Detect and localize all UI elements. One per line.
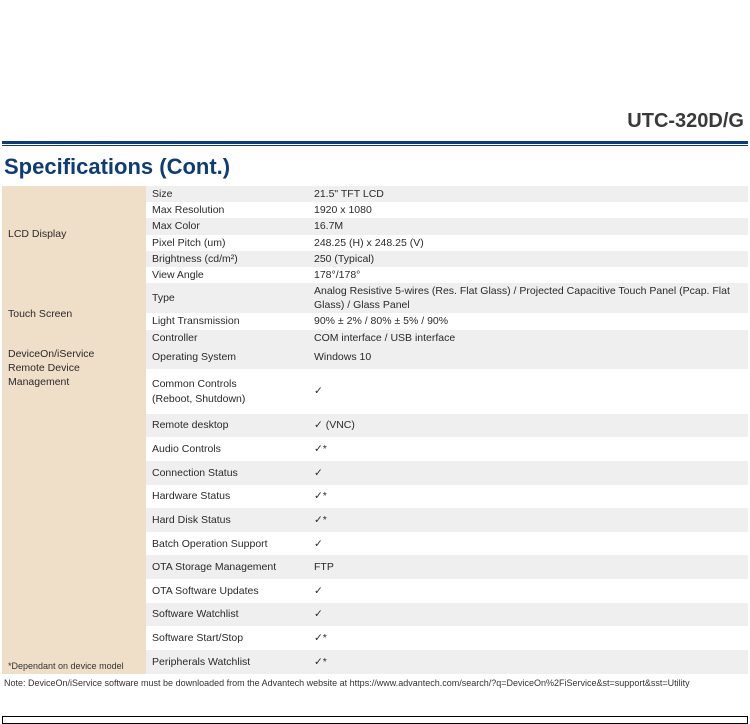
category-cell: LCD Display <box>2 186 146 283</box>
table-row: DeviceOn/iServiceRemote Device Managemen… <box>2 346 748 370</box>
label-cell: Operating System <box>146 346 308 370</box>
label-cell: Audio Controls <box>146 437 308 461</box>
label-cell: Size <box>146 186 308 202</box>
label-cell: Peripherals Watchlist <box>146 650 308 674</box>
value-cell: Windows 10 <box>308 346 748 370</box>
value-cell: ✓ <box>308 369 748 413</box>
value-cell: 248.25 (H) x 248.25 (V) <box>308 235 748 251</box>
value-cell: ✓ (VNC) <box>308 414 748 438</box>
note-text: Note: DeviceOn/iService software must be… <box>4 678 746 688</box>
category-footnote: *Dependant on device model <box>8 661 124 671</box>
value-cell: 1920 x 1080 <box>308 202 748 218</box>
label-cell: Hard Disk Status <box>146 508 308 532</box>
model-title: UTC-320D/G <box>627 110 744 132</box>
label-cell: Software Watchlist <box>146 603 308 627</box>
category-cell: Touch Screen <box>2 283 146 346</box>
value-cell: COM interface / USB interface <box>308 330 748 346</box>
label-cell: Brightness (cd/m²) <box>146 251 308 267</box>
value-cell: 21.5" TFT LCD <box>308 186 748 202</box>
label-cell: Batch Operation Support <box>146 532 308 556</box>
value-cell: ✓ <box>308 461 748 485</box>
value-cell: ✓* <box>308 650 748 674</box>
value-cell: ✓* <box>308 437 748 461</box>
label-cell: Max Color <box>146 218 308 234</box>
value-cell: ✓* <box>308 508 748 532</box>
value-cell: FTP <box>308 555 748 579</box>
label-cell: Software Start/Stop <box>146 626 308 650</box>
label-cell: Hardware Status <box>146 485 308 509</box>
label-cell: Remote desktop <box>146 414 308 438</box>
section-title: Specifications (Cont.) <box>0 146 750 186</box>
value-cell: ✓ <box>308 532 748 556</box>
label-cell: Controller <box>146 330 308 346</box>
label-cell: Pixel Pitch (um) <box>146 235 308 251</box>
label-cell: OTA Storage Management <box>146 555 308 579</box>
label-cell: Common Controls(Reboot, Shutdown) <box>146 369 308 413</box>
bottom-box <box>2 716 748 724</box>
value-cell: Analog Resistive 5-wires (Res. Flat Glas… <box>308 283 748 313</box>
label-cell: Light Transmission <box>146 313 308 329</box>
label-cell: Connection Status <box>146 461 308 485</box>
value-cell: ✓* <box>308 626 748 650</box>
divider-main <box>2 141 748 144</box>
label-cell: Max Resolution <box>146 202 308 218</box>
value-cell: 16.7M <box>308 218 748 234</box>
value-cell: ✓* <box>308 485 748 509</box>
table-row: LCD DisplaySize21.5" TFT LCD <box>2 186 748 202</box>
spec-table: LCD DisplaySize21.5" TFT LCDMax Resoluti… <box>2 186 748 674</box>
table-row: Touch ScreenTypeAnalog Resistive 5-wires… <box>2 283 748 313</box>
value-cell: 90% ± 2% / 80% ± 5% / 90% <box>308 313 748 329</box>
value-cell: 178°/178° <box>308 267 748 283</box>
label-cell: View Angle <box>146 267 308 283</box>
category-cell: DeviceOn/iServiceRemote Device Managemen… <box>2 346 146 674</box>
value-cell: ✓ <box>308 603 748 627</box>
value-cell: 250 (Typical) <box>308 251 748 267</box>
label-cell: Type <box>146 283 308 313</box>
